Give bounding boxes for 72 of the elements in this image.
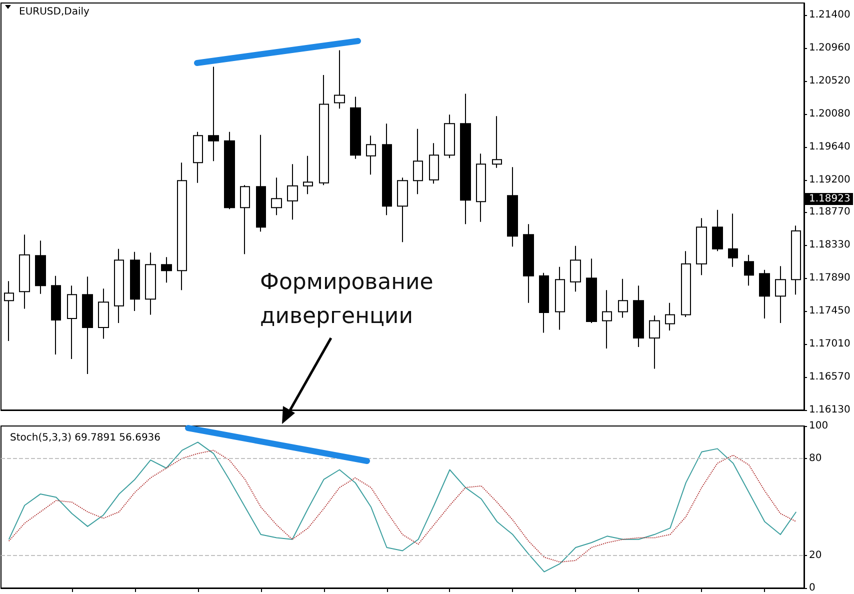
y-tick-label: 1.19640 bbox=[809, 141, 850, 152]
candlestick bbox=[19, 234, 30, 310]
y-tick-label: 1.18330 bbox=[809, 240, 850, 251]
candlestick bbox=[130, 251, 140, 312]
candlestick bbox=[114, 248, 124, 324]
y-tick-label: 1.17890 bbox=[809, 272, 850, 284]
candlestick bbox=[397, 177, 408, 243]
candlestick bbox=[350, 96, 361, 160]
candlestick bbox=[728, 213, 738, 268]
candlestick bbox=[193, 131, 203, 184]
candlestick bbox=[161, 256, 172, 284]
candlestick bbox=[271, 177, 282, 216]
candlestick bbox=[555, 266, 565, 330]
y-tick-label: 1.17450 bbox=[809, 306, 850, 317]
candlestick bbox=[35, 240, 46, 294]
candlestick bbox=[208, 66, 219, 162]
candlestick bbox=[82, 276, 93, 375]
y-tick-label: 1.20080 bbox=[809, 108, 850, 120]
candlestick bbox=[523, 224, 534, 304]
candlestick bbox=[492, 116, 502, 168]
y-tick-label: 1.20520 bbox=[809, 75, 850, 86]
candlestick bbox=[319, 74, 329, 186]
candlestick bbox=[476, 153, 486, 222]
candlestick bbox=[791, 225, 801, 296]
text: 1.18923 bbox=[809, 194, 850, 204]
y-tick-label: 100 bbox=[809, 420, 828, 432]
y-tick-label: 20 bbox=[809, 550, 822, 562]
candlestick bbox=[649, 315, 660, 370]
candlestick bbox=[712, 209, 723, 252]
candlestick bbox=[696, 218, 707, 276]
candlestick bbox=[98, 288, 109, 340]
y-tick-label: 1.19200 bbox=[809, 174, 850, 186]
candlestick bbox=[460, 93, 471, 225]
candlestick bbox=[744, 254, 754, 286]
candlestick bbox=[287, 164, 298, 220]
candlestick bbox=[256, 134, 266, 232]
candlestick bbox=[4, 280, 14, 342]
candlestick bbox=[366, 135, 376, 176]
candlestick bbox=[303, 155, 313, 195]
candlestick bbox=[67, 285, 77, 360]
candlestick bbox=[759, 269, 770, 320]
candlestick bbox=[586, 258, 597, 324]
y-tick-label: 1.17010 bbox=[809, 338, 850, 350]
candlestick bbox=[681, 250, 691, 318]
annotation: Формирование дивергенции bbox=[260, 269, 434, 331]
text: Stoch(5,3,3) 69.7891 56.6936 bbox=[10, 432, 161, 444]
candlestick bbox=[177, 162, 187, 291]
y-tick-label: 80 bbox=[809, 452, 822, 464]
candlestick bbox=[429, 142, 439, 184]
candlestick bbox=[539, 272, 549, 334]
candlestick bbox=[334, 50, 345, 110]
candlestick bbox=[51, 275, 61, 356]
candlestick bbox=[633, 285, 644, 348]
candlestick bbox=[413, 128, 423, 195]
candlestick bbox=[618, 278, 628, 318]
candlestick bbox=[224, 131, 235, 210]
y-tick-label: 0 bbox=[809, 582, 816, 594]
candlestick bbox=[382, 123, 392, 216]
candlestick bbox=[240, 184, 250, 255]
chart-title: EURUSD,Daily bbox=[19, 6, 90, 18]
y-tick-label: 1.16570 bbox=[809, 372, 850, 383]
candlestick bbox=[570, 245, 581, 292]
y-tick-label: 1.20960 bbox=[809, 42, 850, 54]
y-tick-label: 1.21400 bbox=[809, 9, 850, 20]
y-tick-label: 1.16130 bbox=[809, 404, 850, 416]
candlestick bbox=[444, 114, 455, 159]
y-tick-label: 1.18770 bbox=[809, 206, 850, 218]
candlestick bbox=[145, 252, 156, 316]
candlestick bbox=[602, 290, 612, 350]
candlestick bbox=[507, 166, 518, 248]
candlestick bbox=[775, 266, 786, 324]
candlestick bbox=[665, 302, 675, 332]
